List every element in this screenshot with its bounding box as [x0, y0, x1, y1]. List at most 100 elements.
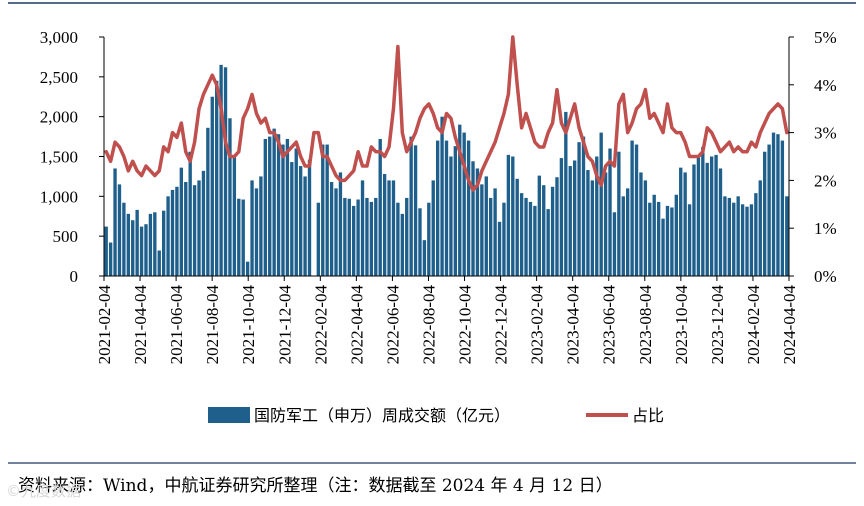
bar [754, 193, 758, 276]
bar [661, 218, 665, 276]
bar [382, 174, 387, 276]
bar [692, 164, 696, 276]
bar [458, 124, 462, 276]
bar [232, 156, 237, 276]
bar [294, 148, 298, 276]
x-tick-label: 2021-12-04 [275, 285, 294, 365]
bar [608, 148, 612, 276]
bar [418, 208, 422, 276]
y-tick-label-right: 4% [814, 76, 837, 95]
watermark: ©九度数据 [6, 482, 81, 500]
bar [290, 162, 294, 276]
x-tick-label: 2022-06-04 [383, 285, 402, 365]
bar [276, 134, 281, 276]
bar [634, 144, 639, 276]
bar [767, 144, 771, 276]
bar [285, 138, 290, 276]
bar [396, 202, 400, 276]
bar [219, 64, 223, 276]
bar [572, 160, 577, 276]
bar [369, 201, 374, 276]
bar [281, 144, 285, 276]
bar [413, 145, 418, 276]
x-tick-label: 2021-04-04 [131, 285, 150, 365]
bar [617, 151, 621, 276]
bar [435, 140, 440, 276]
bar [148, 213, 153, 276]
bar [427, 202, 431, 276]
bar [533, 205, 537, 276]
x-tick-label: 2021-06-04 [167, 285, 186, 365]
x-tick-label: 2022-04-04 [347, 285, 366, 365]
bar [444, 140, 449, 276]
bar [626, 188, 630, 276]
x-tick-label: 2023-08-04 [636, 285, 655, 365]
bar [135, 209, 139, 276]
bar [374, 197, 378, 276]
y-tick-label-left: 1,500 [40, 148, 78, 167]
bar [192, 185, 197, 276]
bar [749, 204, 754, 276]
x-tick-label: 2023-02-04 [528, 285, 547, 365]
bar [599, 132, 603, 276]
bar [259, 176, 263, 276]
bar [550, 186, 555, 276]
y-tick-label-left: 1,000 [40, 187, 78, 206]
y-tick-label-right: 3% [814, 124, 837, 143]
y-tick-label-left: 0 [70, 267, 79, 286]
bar [206, 127, 210, 276]
bar [652, 194, 656, 276]
bar [515, 178, 519, 276]
bar [352, 205, 356, 276]
bar [356, 199, 360, 276]
bar [705, 162, 709, 276]
bar [462, 132, 466, 276]
bar [245, 261, 250, 276]
bar [586, 170, 590, 276]
bar [139, 226, 144, 276]
bar [559, 158, 564, 276]
x-tick-label: 2021-08-04 [203, 285, 222, 365]
bar [723, 196, 727, 276]
bar [325, 144, 329, 276]
bar [201, 170, 206, 276]
bar [736, 196, 740, 276]
legend-line-label: 占比 [632, 406, 664, 425]
bar [126, 213, 130, 276]
x-tick-label: 2023-10-04 [672, 285, 691, 365]
bar [223, 67, 228, 277]
ratio-line [104, 35, 789, 192]
bar [502, 202, 506, 276]
y-tick-label-left: 500 [53, 227, 79, 246]
bar [188, 151, 192, 276]
bar [453, 146, 458, 276]
bar [228, 118, 232, 276]
bar [237, 198, 241, 276]
bar [740, 204, 745, 276]
bar [321, 144, 325, 276]
bar [484, 176, 488, 276]
bar [405, 197, 409, 276]
x-tick-label: 2023-12-04 [708, 285, 727, 365]
bar [329, 181, 334, 276]
bar [639, 172, 643, 276]
bar [696, 156, 701, 276]
bar [241, 199, 245, 276]
bar [298, 166, 303, 276]
bar [528, 201, 533, 276]
line-series [104, 35, 789, 192]
bar [210, 96, 214, 276]
bar [674, 194, 678, 276]
bar [542, 185, 546, 276]
bar [603, 172, 608, 276]
bar [497, 221, 502, 276]
bar [391, 180, 396, 276]
bar [422, 240, 427, 276]
source-note: 资料来源：Wind，中航证券研究所整理（注：数据截至 2024 年 4 月 12… [18, 476, 613, 496]
x-tick-label: 2022-08-04 [420, 285, 439, 365]
bar [263, 138, 267, 276]
bar [785, 196, 789, 276]
bar [113, 168, 117, 276]
bar [449, 156, 453, 276]
y-tick-label-left: 2,500 [40, 68, 78, 87]
